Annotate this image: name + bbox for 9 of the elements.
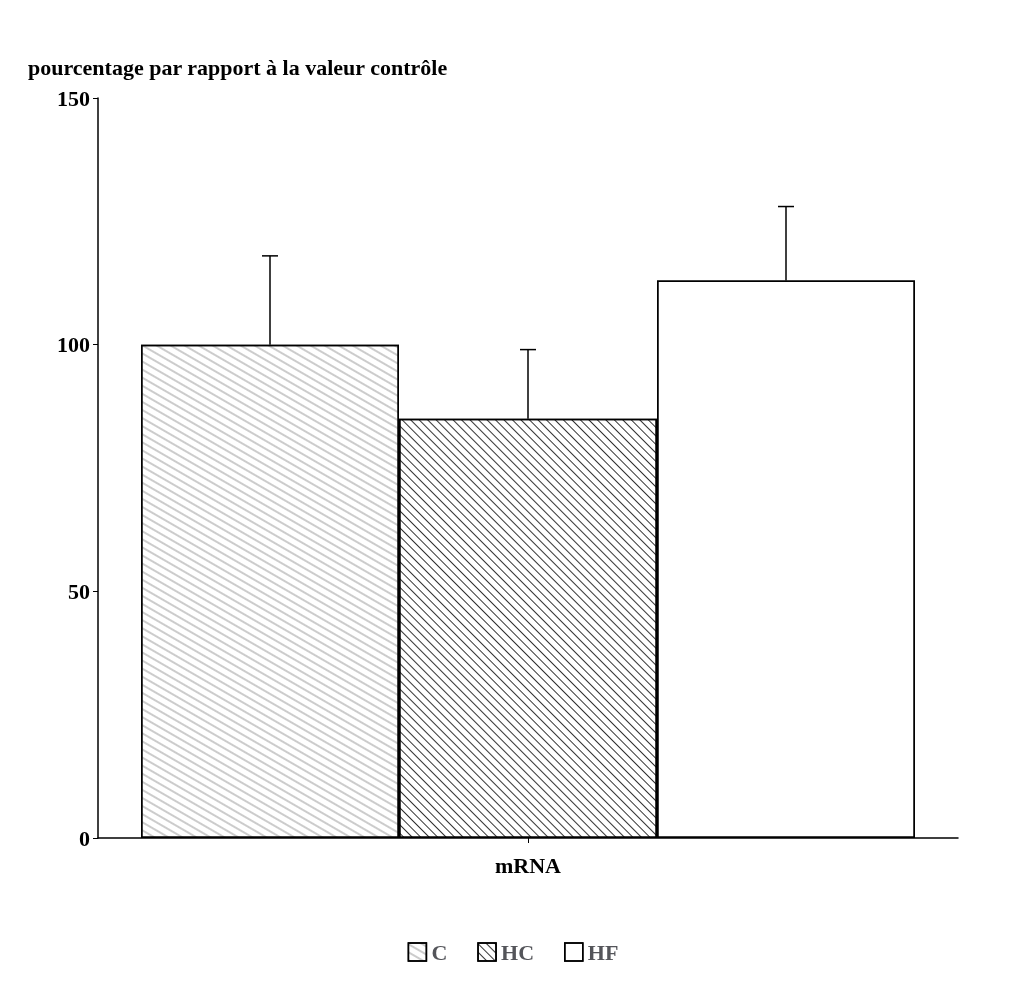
legend-label: HC (501, 939, 535, 965)
y-tick-label: 0 (79, 825, 90, 851)
x-tick-label: mRNA (495, 852, 562, 878)
y-tick-label: 150 (57, 85, 90, 111)
y-tick-label: 100 (57, 332, 90, 358)
legend-label: HF (587, 939, 619, 965)
legend-label: C (431, 939, 448, 965)
y-tick-label: 50 (68, 578, 90, 604)
y-axis-title: pourcentage par rapport à la valeur contrôle (28, 54, 448, 80)
